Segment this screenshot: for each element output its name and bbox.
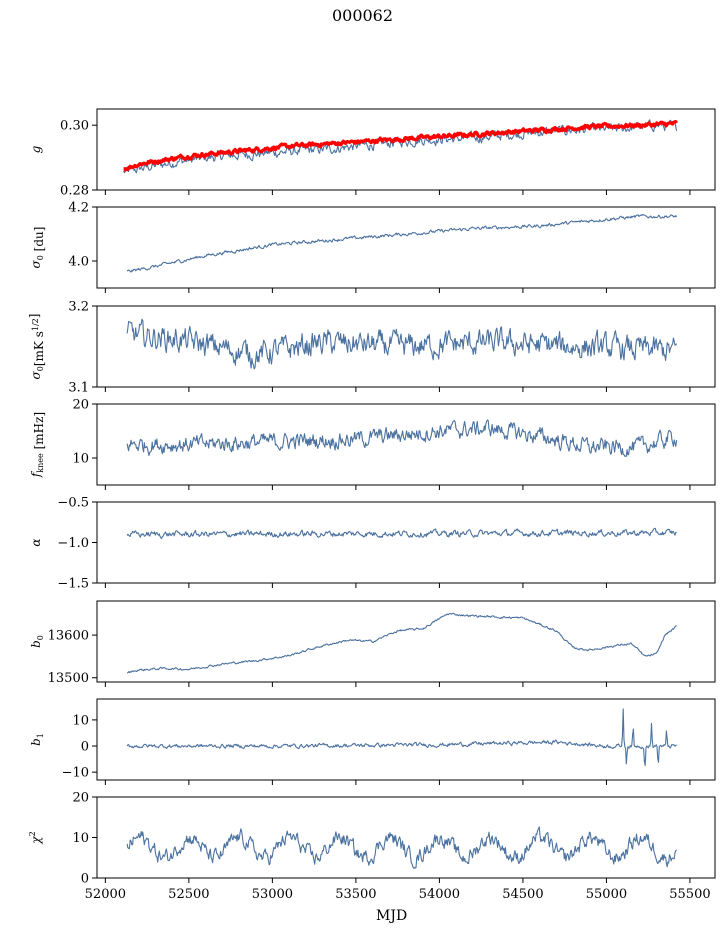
subplot-5: −1.5 −1.0 −0.5 α [29,496,716,592]
subplot-8: 0 10 20 52000 52500 53000 53500 54000 54500 55000… [28,791,716,902]
axes-frame [96,206,716,289]
axes-frame [96,501,716,584]
y-tick-label: −10 [62,766,89,781]
y-tick-label: −1.5 [57,577,89,592]
subplot-3: 3.1 3.2 σ0[mK s1/2] [27,300,716,396]
y-axis-label: b0 [29,635,45,648]
series-line-6-1 [126,612,677,674]
y-tick-label: 20 [72,791,89,806]
y-axis-label: σ0[mK s1/2] [27,314,46,380]
y-tick-label: 0 [81,740,89,755]
x-tick-label: 52000 [85,887,126,902]
series-line-1-1 [123,119,678,174]
y-axis-label: fknee [mHz] [29,412,46,478]
y-tick-label: 13600 [48,629,89,644]
y-tick-label: −1.0 [57,536,89,551]
series-line-7-1 [126,708,677,766]
y-tick-label: 4.0 [68,255,89,270]
figure-title: 000062 [331,6,394,25]
y-tick-label: 10 [72,713,89,728]
series-line-2-1 [126,213,678,273]
y-tick-label: 3.1 [68,381,89,396]
y-tick-label: 4.2 [68,201,89,216]
x-tick-label: 55000 [586,887,627,902]
axes-frame [96,600,716,683]
x-tick-label: 53500 [335,887,376,902]
y-tick-label: 20 [72,398,89,413]
y-tick-label: 0.28 [60,184,89,199]
y-axis-label: α [29,538,43,546]
y-tick-label: 0 [81,872,89,887]
series-line-8-1 [126,826,677,869]
x-axis-label: MJD [376,908,408,924]
series-line-1-2 [122,119,678,172]
y-axis-label: χ2 [28,831,43,844]
y-axis-label: b1 [29,733,45,746]
x-tick-label: 52500 [168,887,209,902]
subplot-2: 4.0 4.2 σ0 [du] [29,201,716,293]
y-tick-label: 3.2 [68,300,89,315]
series-line-5-1 [126,527,677,540]
x-tick-label: 55500 [669,887,710,902]
y-tick-label: 13500 [48,671,89,686]
y-tick-label: 10 [72,831,89,846]
x-tick-label: 53000 [252,887,293,902]
axes-frame [96,403,716,486]
y-tick-label: −0.5 [57,496,89,511]
subplot-7: −10 0 10 b1 [29,698,716,785]
axes-frame [96,305,716,388]
y-tick-label: 0.30 [60,119,89,134]
axes-frame [96,698,716,781]
y-axis-label: g [29,145,43,153]
axes-frame [96,108,716,191]
y-tick-label: 10 [72,452,89,467]
series-line-4-1 [126,419,678,457]
y-axis-label: σ0 [du] [29,227,46,269]
x-tick-label: 54500 [502,887,543,902]
x-tick-label: 54000 [419,887,460,902]
subplot-4: 10 20 fknee [mHz] [29,398,716,490]
subplot-1: 0.28 0.30 g [29,108,716,199]
series-line-3-1 [126,318,678,370]
